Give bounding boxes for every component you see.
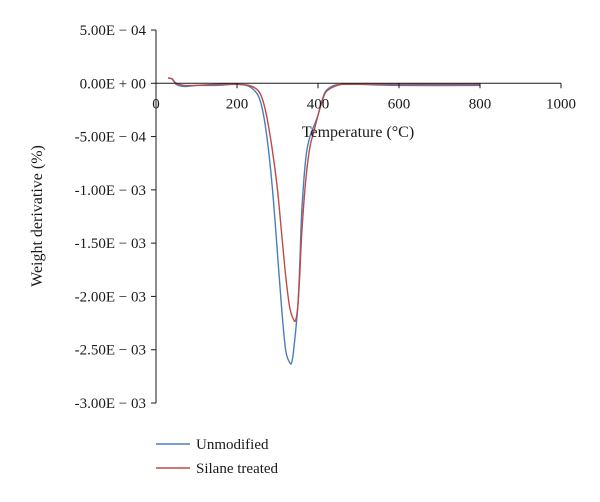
x-axis-title: Temperature (°C): [302, 124, 414, 141]
legend-label: Unmodified: [196, 437, 269, 453]
y-tick-label: -1.00E − 03: [75, 183, 146, 199]
axes-layer: 5.00E − 04 0.00E + 00 -5.00E − 04 -1.00E − …: [75, 23, 576, 412]
x-tick-label: 600: [388, 96, 411, 112]
x-tick-label: 400: [307, 96, 330, 112]
x-tick-label: 800: [469, 96, 492, 112]
y-tick-label: -2.50E − 03: [75, 343, 146, 359]
y-tick-label: -1.50E − 03: [75, 236, 146, 252]
y-axis-title: Weight derivative (%): [29, 145, 46, 287]
legend-label: Silane treated: [196, 461, 279, 477]
legend: Unmodified Silane treated: [156, 437, 279, 477]
x-tick-label: 0: [152, 96, 160, 112]
y-tick-label: 0.00E + 00: [80, 76, 146, 92]
series-line-unmodified: [167, 77, 481, 365]
series-layer: [167, 77, 481, 365]
x-tick-label: 200: [226, 96, 249, 112]
series-line-silane-treated: [167, 77, 480, 323]
y-tick-label: -3.00E − 03: [75, 396, 146, 412]
x-tick-label: 1000: [546, 96, 576, 112]
y-tick-label: 5.00E − 04: [80, 23, 147, 39]
y-tick-label: -2.00E − 03: [75, 289, 146, 305]
y-tick-label: -5.00E − 04: [75, 130, 147, 146]
